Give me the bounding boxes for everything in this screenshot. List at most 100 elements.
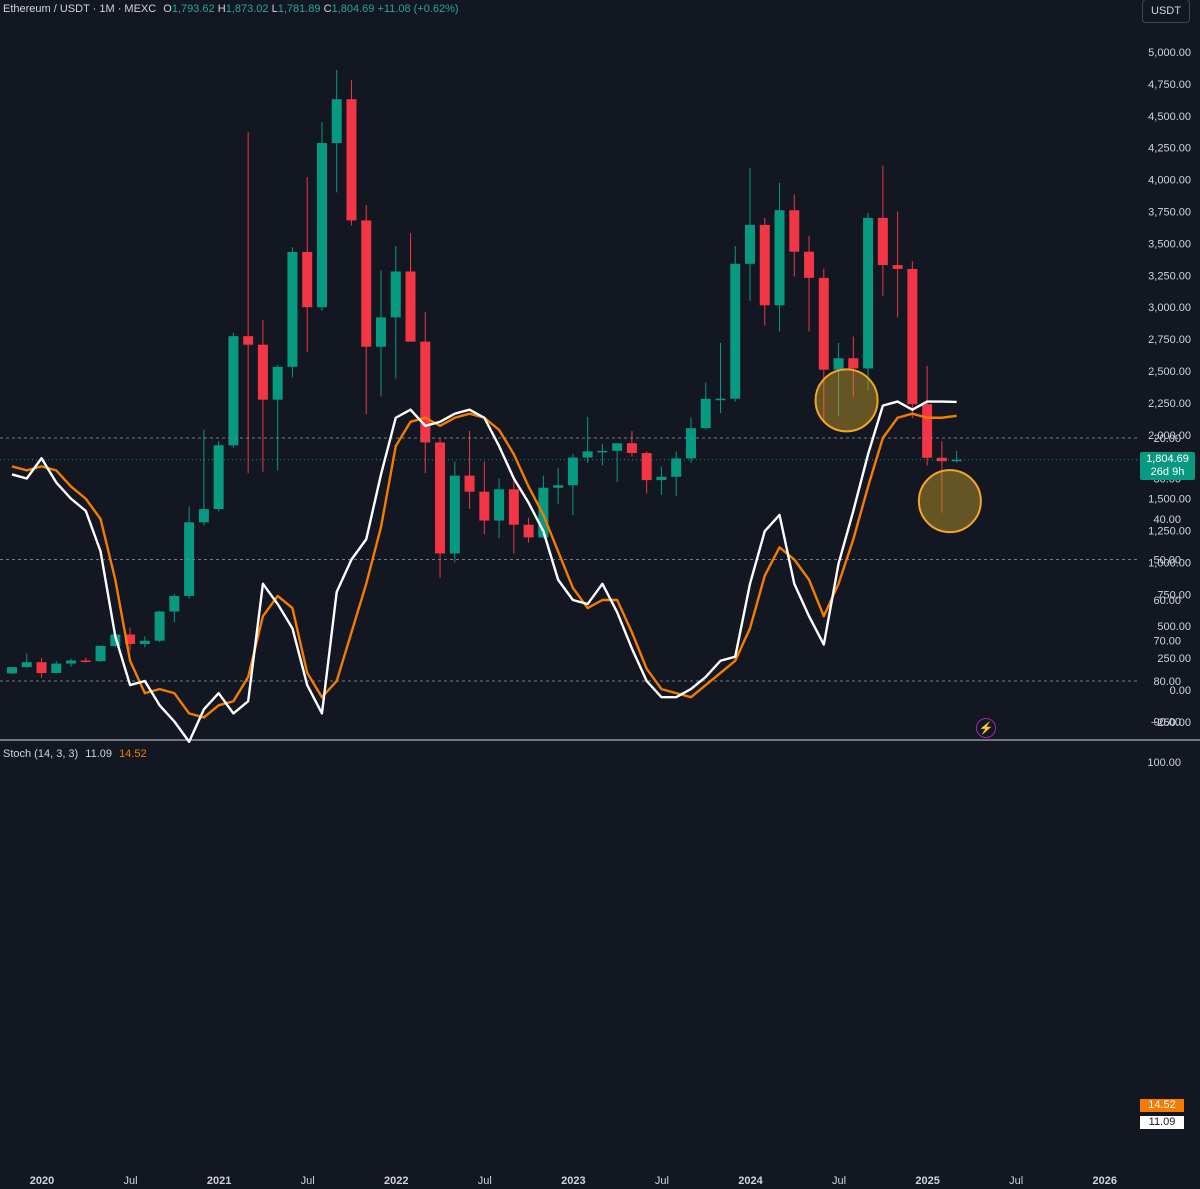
candle-body bbox=[759, 224, 770, 306]
time-tick-label: Jul bbox=[301, 1175, 315, 1187]
highlight-circle bbox=[917, 469, 982, 534]
candle-body bbox=[464, 475, 475, 492]
candle-body bbox=[198, 509, 209, 523]
candle-body bbox=[257, 344, 268, 400]
price-tick-label: 1,250.00 bbox=[1148, 526, 1191, 538]
close-value: 1,804.69 bbox=[331, 3, 375, 15]
candle-body bbox=[331, 99, 342, 143]
candle-body bbox=[139, 640, 150, 645]
lightning-icon[interactable]: ⚡ bbox=[976, 718, 996, 738]
open-value: 1,793.62 bbox=[171, 3, 215, 15]
candle-body bbox=[316, 142, 327, 308]
candle-body bbox=[877, 217, 888, 266]
price-tick-label: 2,250.00 bbox=[1148, 398, 1191, 410]
price-tick-label: 5,000.00 bbox=[1148, 47, 1191, 59]
candle-body bbox=[907, 268, 918, 405]
time-tick-label: Jul bbox=[655, 1175, 669, 1187]
price-tick-label: 250.00 bbox=[1157, 653, 1191, 665]
candle-body bbox=[66, 660, 77, 664]
candle-body bbox=[936, 457, 947, 462]
symbol-header[interactable]: Ethereum / USDT · 1M · MEXC O1,793.62 H 1… bbox=[3, 3, 459, 15]
candle-body bbox=[612, 443, 623, 451]
time-tick-label: Jul bbox=[478, 1175, 492, 1187]
stochastic-tick-label: 60.00 bbox=[1153, 595, 1181, 607]
time-tick-label: 2023 bbox=[561, 1175, 585, 1187]
candle-body bbox=[346, 99, 357, 221]
stochastic-layer bbox=[0, 400, 1138, 743]
time-tick-label: 2022 bbox=[384, 1175, 408, 1187]
last-price-tag: 1,804.69 26d 9h bbox=[1140, 452, 1195, 480]
candle-body bbox=[892, 265, 903, 269]
candle-body bbox=[169, 595, 180, 612]
stochastic-title[interactable]: Stoch (14, 3, 3) bbox=[3, 748, 79, 760]
time-tick-label: 2025 bbox=[915, 1175, 939, 1187]
stochastic-k-value: 11.09 bbox=[85, 748, 112, 760]
candle-body bbox=[7, 667, 17, 674]
candle-body bbox=[420, 341, 431, 443]
last-price-value: 1,804.69 bbox=[1146, 453, 1189, 465]
candle-body bbox=[523, 524, 534, 538]
candle-body bbox=[80, 660, 91, 663]
low-value: 1,781.89 bbox=[277, 3, 321, 15]
candle-body bbox=[125, 634, 136, 645]
highlight-circle bbox=[814, 368, 879, 433]
candle-body bbox=[243, 336, 254, 345]
time-tick-label: 2026 bbox=[1092, 1175, 1116, 1187]
candle-body bbox=[228, 336, 239, 446]
close-label: C bbox=[323, 3, 332, 15]
price-tick-label: 1,000.00 bbox=[1148, 557, 1191, 569]
candle-body bbox=[700, 398, 711, 429]
bar-countdown: 26d 9h bbox=[1150, 466, 1185, 478]
candle-body bbox=[287, 251, 298, 367]
high-label: H bbox=[217, 3, 226, 15]
candle-body bbox=[95, 645, 106, 662]
change-value: +11.08 (+0.62%) bbox=[377, 3, 459, 15]
candle-body bbox=[789, 210, 800, 252]
price-tick-label: 500.00 bbox=[1157, 621, 1191, 633]
stochastic-k-tag: 11.09 bbox=[1140, 1116, 1184, 1129]
stochastic-tick-label: 100.00 bbox=[1147, 757, 1181, 769]
candle-body bbox=[745, 224, 755, 264]
candle-body bbox=[951, 459, 962, 462]
candle-body bbox=[804, 251, 815, 278]
candle-body bbox=[361, 220, 372, 347]
candle-body bbox=[730, 263, 741, 399]
price-tick-label: 750.00 bbox=[1157, 589, 1191, 601]
candle-body bbox=[449, 475, 460, 554]
candle-body bbox=[302, 251, 313, 308]
candle-body bbox=[494, 489, 505, 521]
candle-body bbox=[597, 450, 608, 453]
price-tick-label: 1,500.00 bbox=[1148, 494, 1191, 506]
candle-body bbox=[435, 442, 446, 554]
time-tick-label: Jul bbox=[1009, 1175, 1023, 1187]
candle-body bbox=[922, 404, 933, 458]
symbol-name[interactable]: Ethereum / USDT · 1M · MEXC bbox=[3, 3, 157, 15]
time-tick-label: 2020 bbox=[30, 1175, 54, 1187]
stochastic-tick-label: 80.00 bbox=[1153, 676, 1181, 688]
candle-body bbox=[818, 277, 829, 370]
price-tick-label: 3,750.00 bbox=[1148, 207, 1191, 219]
stochastic-tick-label: 90.00 bbox=[1153, 717, 1181, 729]
candle-body bbox=[582, 451, 593, 458]
currency-button[interactable]: USDT bbox=[1142, 0, 1190, 23]
price-tick-label: 3,250.00 bbox=[1148, 270, 1191, 282]
candle-body bbox=[848, 358, 859, 369]
candle-body bbox=[656, 476, 667, 481]
stochastic-header[interactable]: Stoch (14, 3, 3) 11.09 14.52 bbox=[3, 748, 147, 760]
stochastic-tick-label: 40.00 bbox=[1153, 514, 1181, 526]
price-tick-label: 2,000.00 bbox=[1148, 430, 1191, 442]
stochastic-d-tag: 14.52 bbox=[1140, 1099, 1184, 1112]
stochastic-k-line bbox=[11, 400, 957, 743]
candle-body bbox=[213, 445, 224, 510]
candle-body bbox=[36, 662, 47, 674]
low-label: L bbox=[271, 3, 278, 15]
candle-body bbox=[405, 271, 416, 342]
candles-layer bbox=[0, 69, 1138, 678]
time-tick-label: Jul bbox=[124, 1175, 138, 1187]
candle-body bbox=[508, 489, 519, 525]
open-label: O bbox=[163, 3, 172, 15]
candle-body bbox=[272, 366, 283, 400]
candle-body bbox=[685, 428, 696, 459]
price-tick-label: 4,250.00 bbox=[1148, 143, 1191, 155]
